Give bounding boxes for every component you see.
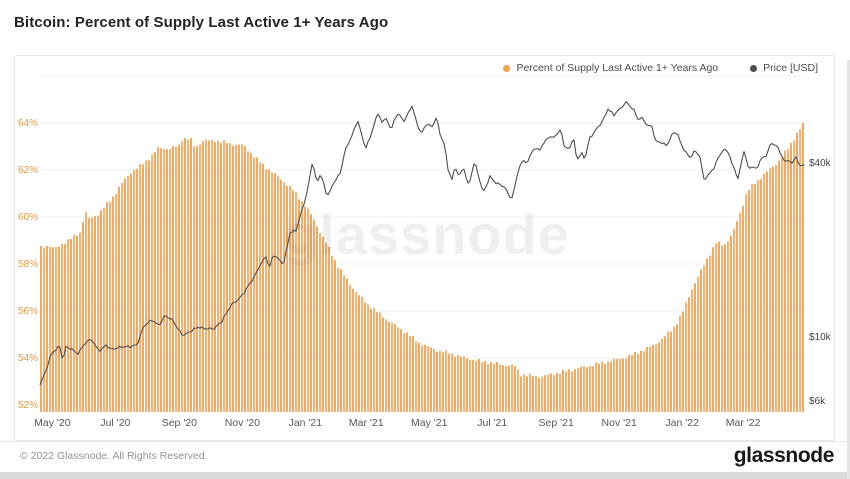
page-title: Bitcoin: Percent of Supply Last Active 1… bbox=[14, 14, 389, 31]
legend-item-supply[interactable]: Percent of Supply Last Active 1+ Years A… bbox=[503, 62, 718, 74]
legend-dot-price-icon bbox=[750, 64, 758, 72]
chart-plot-area[interactable] bbox=[0, 0, 850, 445]
chart-legend: Percent of Supply Last Active 1+ Years A… bbox=[503, 62, 818, 74]
legend-dot-supply-icon bbox=[503, 64, 511, 72]
glassnode-logo: glassnode bbox=[733, 444, 835, 467]
legend-label-price: Price [USD] bbox=[763, 62, 818, 74]
bottom-edge-strip bbox=[0, 472, 850, 479]
right-edge-strip bbox=[847, 60, 850, 479]
legend-label-supply: Percent of Supply Last Active 1+ Years A… bbox=[516, 62, 719, 74]
copyright-text: © 2022 Glassnode. All Rights Reserved. bbox=[20, 450, 208, 462]
legend-item-price[interactable]: Price [USD] bbox=[750, 62, 818, 74]
footer-divider bbox=[0, 441, 850, 442]
